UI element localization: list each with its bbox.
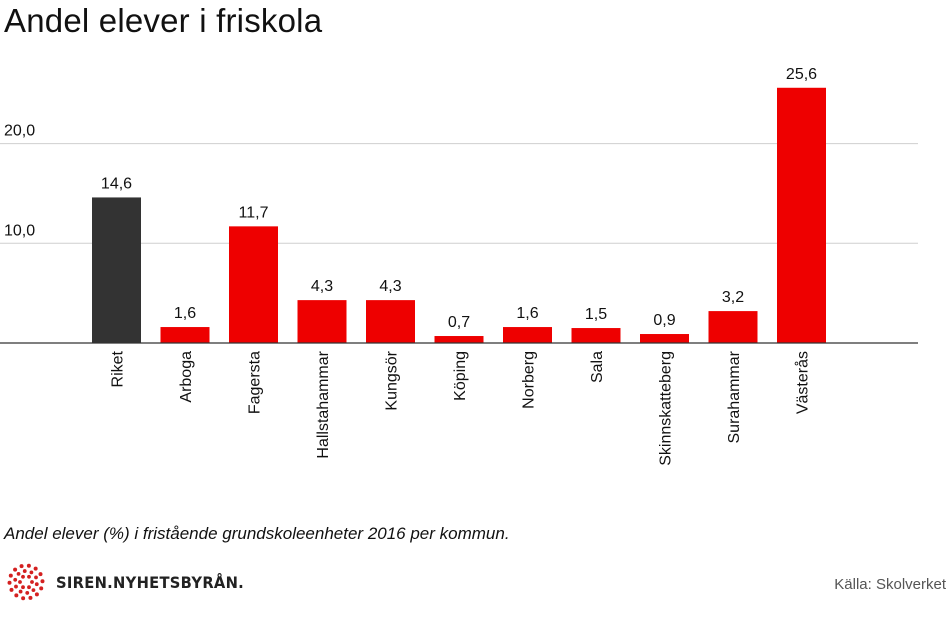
source-note: Källa: Skolverket: [834, 576, 946, 593]
bar: [571, 328, 621, 343]
brand-name: SIREN.NYHETSBYRÅN.: [56, 572, 245, 592]
x-tick-label: Västerås: [794, 351, 812, 414]
data-label: 4,3: [311, 278, 333, 295]
logo-dot: [18, 580, 22, 584]
logo-dot: [13, 567, 18, 572]
bar: [503, 327, 552, 343]
y-tick-label: 20,0: [4, 123, 35, 140]
data-label: 1,6: [516, 305, 538, 322]
data-label: 0,7: [448, 314, 470, 331]
y-tick-label: 10,0: [4, 222, 35, 239]
x-tick-label: Skinnskatteberg: [658, 351, 675, 466]
logo-dot: [21, 574, 25, 579]
logo-dot: [21, 596, 26, 601]
brand: SIREN.NYHETSBYRÅN.: [4, 560, 260, 604]
bar: [777, 87, 826, 343]
logo-dot: [40, 579, 45, 584]
logo-dot: [14, 584, 18, 589]
data-label: 4,3: [379, 278, 401, 295]
x-tick-label: Fagersta: [247, 351, 264, 414]
logo-dot: [26, 563, 31, 568]
logo-dot: [25, 591, 30, 595]
logo-dot: [19, 564, 24, 569]
logo-dot: [29, 570, 34, 575]
logo-dot: [21, 585, 25, 590]
bar: [366, 300, 415, 343]
x-tick-label: Riket: [110, 350, 127, 387]
logo-dot: [34, 575, 38, 580]
logo-dot: [8, 573, 13, 578]
logo-dot: [16, 572, 21, 576]
bar: [708, 311, 758, 343]
chart-caption: Andel elever (%) i fristående grundskole…: [4, 524, 510, 543]
logo-dot: [38, 572, 43, 577]
logo-dot: [7, 580, 12, 585]
logo-dot: [22, 569, 27, 573]
logo-dot: [13, 577, 18, 582]
logo-dot: [34, 592, 39, 597]
bar: [640, 334, 689, 343]
data-label: 11,7: [239, 204, 269, 221]
logo-dot: [31, 588, 36, 592]
x-tick-label: Surahammar: [726, 350, 743, 443]
data-label: 1,6: [174, 305, 196, 322]
x-tick-label: Norberg: [521, 351, 538, 409]
data-label: 25,6: [786, 66, 817, 83]
bar: [92, 197, 141, 343]
bar: [434, 336, 484, 343]
x-tick-label: Hallstahammar: [315, 350, 332, 458]
sunburst-dots-icon: [7, 563, 45, 601]
logo-dot: [9, 587, 14, 592]
logo-dot: [18, 589, 23, 594]
logo-dot: [27, 585, 31, 590]
x-tick-label: Köping: [452, 351, 469, 401]
data-label: 3,2: [722, 289, 744, 306]
logo-dot: [34, 582, 39, 587]
data-label: 0,9: [653, 312, 675, 329]
logo-dot: [14, 593, 19, 598]
data-label: 1,5: [585, 306, 607, 323]
logo-dot: [39, 586, 44, 591]
x-tick-label: Kungsör: [384, 350, 401, 410]
x-tick-label: Sala: [589, 351, 606, 383]
bar: [297, 300, 347, 343]
bar-chart: 10,0 20,0 14,6 Riket 1,6 Arboga 11,7 Fagersta 4,…: [0, 66, 918, 466]
logo-dot: [28, 595, 33, 600]
data-label: 14,6: [101, 175, 132, 192]
chart-title: Andel elever i friskola: [4, 2, 323, 39]
x-tick-label: Arboga: [178, 351, 195, 403]
logo-dot: [30, 580, 34, 584]
logo-dot: [27, 574, 31, 579]
logo-dot: [33, 566, 38, 571]
bar: [229, 226, 278, 343]
bar: [160, 327, 210, 343]
